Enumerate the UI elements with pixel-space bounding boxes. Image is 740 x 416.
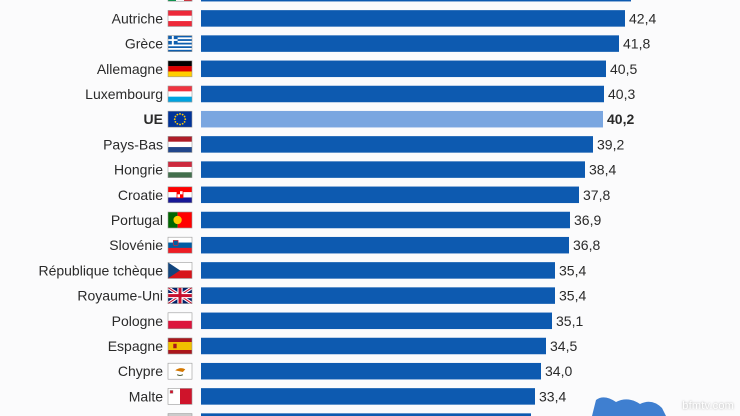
watermark-text: bfmtv.com xyxy=(682,400,734,412)
value-label-autriche: 42,4 xyxy=(629,10,656,26)
bar-croatie xyxy=(201,186,579,204)
value-label-croatie: 37,8 xyxy=(583,187,610,203)
category-label-royaume-uni: Royaume-Uni xyxy=(77,288,163,304)
czech-republic-flag xyxy=(167,262,193,279)
spain-flag xyxy=(167,337,193,355)
unknown-flag xyxy=(167,413,193,416)
bar-espagne xyxy=(201,337,546,355)
category-label-espagne: Espagne xyxy=(108,338,163,354)
category-label-autriche: Autriche xyxy=(112,10,164,26)
greece-flag xyxy=(167,35,193,52)
cyprus-flag xyxy=(167,362,193,380)
portugal-flag xyxy=(167,211,193,229)
bar-hongrie xyxy=(201,161,585,178)
value-label-pays-bas: 39,2 xyxy=(597,136,624,152)
value-label-pologne: 35,1 xyxy=(556,313,583,329)
bar-chypre xyxy=(201,362,541,380)
value-label-grece: 41,8 xyxy=(623,36,650,52)
eu-flag xyxy=(167,110,193,128)
value-label-allemagne: 40,5 xyxy=(610,61,637,77)
category-label-slovenie: Slovénie xyxy=(109,237,163,253)
hungary-flag xyxy=(167,161,193,178)
value-label-hongrie: 38,4 xyxy=(589,162,616,178)
value-label-malte: 33,4 xyxy=(539,388,566,404)
value-label-ue: 40,2 xyxy=(607,111,634,127)
category-label-republique-tcheque: République tchèque xyxy=(38,262,163,278)
bar-row-17 xyxy=(201,413,531,416)
luxembourg-flag xyxy=(167,85,193,103)
bar-portugal xyxy=(201,211,570,229)
bars xyxy=(201,0,631,416)
united-kingdom-flag xyxy=(167,286,193,305)
bar-republique-tcheque xyxy=(201,262,555,279)
bar-ue xyxy=(201,110,603,128)
category-label-grece: Grèce xyxy=(125,36,163,52)
bar-pays-bas xyxy=(201,136,593,153)
bar-grece xyxy=(201,35,619,52)
bar-pologne xyxy=(201,312,552,330)
italy-flag xyxy=(167,0,193,2)
category-label-allemagne: Allemagne xyxy=(97,61,163,77)
category-label-luxembourg: Luxembourg xyxy=(85,86,163,102)
malta-flag xyxy=(167,388,193,405)
poland-flag xyxy=(167,312,193,330)
austria-flag xyxy=(167,10,193,27)
bar-allemagne xyxy=(201,60,606,78)
category-label-pologne: Pologne xyxy=(112,313,164,329)
bar-row-0 xyxy=(201,0,631,2)
decorative-blob xyxy=(592,397,666,416)
category-label-malte: Malte xyxy=(129,388,163,404)
slovenia-flag xyxy=(167,236,193,254)
category-label-hongrie: Hongrie xyxy=(114,162,163,178)
bar-royaume-uni xyxy=(201,287,555,304)
value-label-portugal: 36,9 xyxy=(574,212,601,228)
labels: Autriche 42,4 Grèce 41,8 Allemagne 40,5 Luxemb… xyxy=(38,10,656,404)
category-label-chypre: Chypre xyxy=(118,363,163,379)
category-label-ue: UE xyxy=(144,111,163,127)
bar-slovenie xyxy=(201,236,569,254)
bar-autriche xyxy=(201,10,625,27)
value-label-espagne: 34,5 xyxy=(550,338,577,354)
value-label-royaume-uni: 35,4 xyxy=(559,288,586,304)
germany-flag xyxy=(167,60,193,78)
bar-malte xyxy=(201,388,535,405)
value-label-chypre: 34,0 xyxy=(545,363,572,379)
category-label-portugal: Portugal xyxy=(111,212,163,228)
flags xyxy=(167,0,193,416)
bar-luxembourg xyxy=(201,85,604,103)
category-label-pays-bas: Pays-Bas xyxy=(103,136,163,152)
croatia-flag xyxy=(167,186,193,204)
category-label-croatie: Croatie xyxy=(118,187,163,203)
netherlands-flag xyxy=(167,136,193,153)
value-label-republique-tcheque: 35,4 xyxy=(559,262,586,278)
value-label-slovenie: 36,8 xyxy=(573,237,600,253)
value-label-luxembourg: 40,3 xyxy=(608,86,635,102)
